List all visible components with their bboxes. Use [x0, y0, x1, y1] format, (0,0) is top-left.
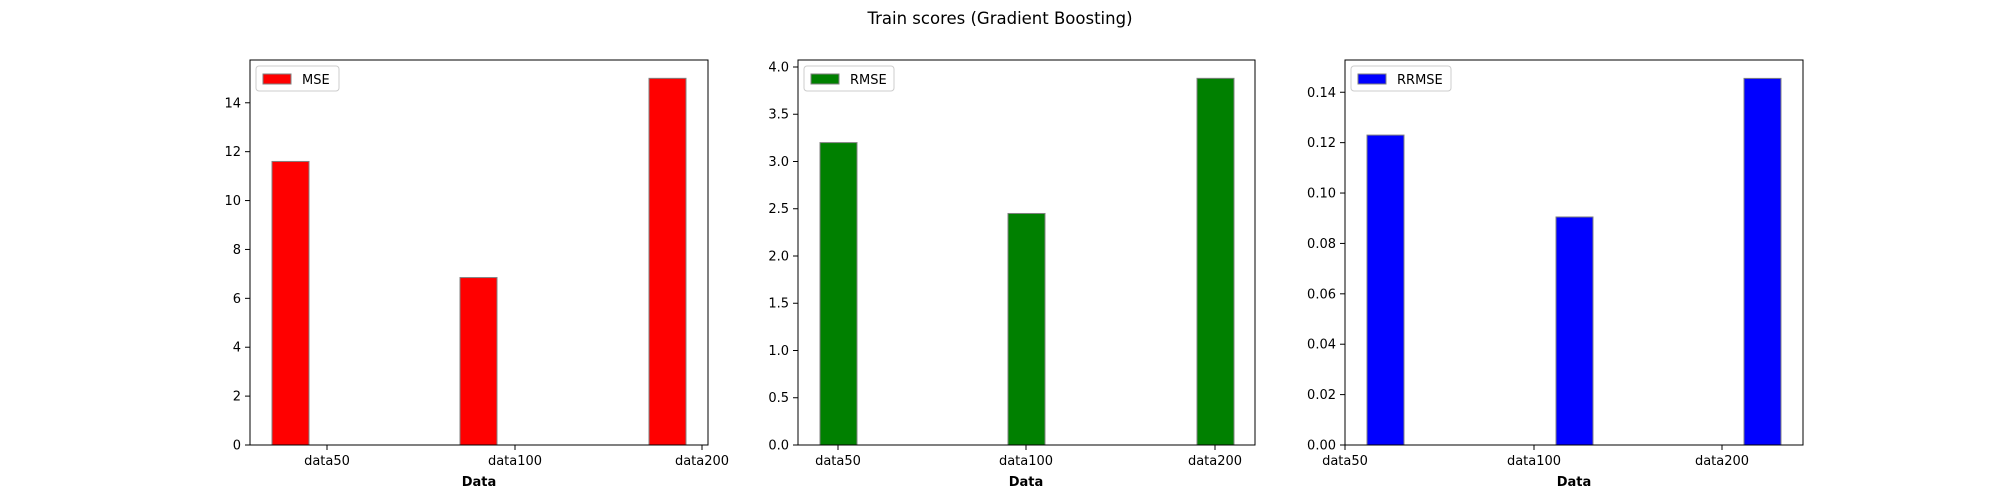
xtick-label: data200 [1188, 454, 1242, 469]
panel-rrmse-xticks: data50 data100 data200 [1322, 445, 1749, 469]
panel-rrmse-axes-frame [1344, 59, 1804, 446]
panel-rrmse-legend-swatch [1357, 73, 1387, 85]
ytick-label: 0.06 [1307, 287, 1336, 302]
panel-rrmse-legend: RRMSE [1350, 65, 1452, 92]
ytick-label: 3.5 [768, 108, 789, 123]
xtick-label: data200 [675, 454, 729, 469]
xtick-label: data50 [1322, 454, 1368, 469]
ytick-label: 0 [233, 439, 241, 454]
panel-rrmse: 0.000.020.040.060.080.100.120.14 data50 d… [1307, 59, 1804, 490]
bar-data200 [1196, 77, 1235, 446]
bar-data100 [1555, 216, 1594, 446]
ytick-label: 2.5 [768, 202, 789, 217]
ytick-label: 0.5 [768, 391, 789, 406]
panel-mse-xticks: data50 data100 data200 [304, 445, 729, 469]
panel-rrmse-bars [1366, 77, 1782, 446]
ytick-label: 12 [224, 145, 241, 160]
bar-data100 [459, 277, 498, 446]
panel-mse-legend-label: MSE [302, 73, 330, 88]
ytick-label: 8 [233, 243, 241, 258]
panel-mse: 0 2 4 6 8 10 12 14 data50 data100 data200 Data MS… [224, 59, 729, 490]
ytick-label: 0.04 [1307, 338, 1336, 353]
panel-mse-legend-frame [255, 65, 340, 92]
ytick-label: 2.0 [768, 249, 789, 264]
panel-mse-axes-frame [249, 59, 709, 446]
bar-data50 [819, 142, 858, 446]
xtick-label: data100 [999, 454, 1053, 469]
ytick-label: 6 [233, 292, 241, 307]
xtick-label: data100 [488, 454, 542, 469]
ytick-label: 4.0 [768, 60, 789, 75]
bar-data50 [1366, 134, 1405, 446]
panel-rrmse-legend-label: RRMSE [1397, 73, 1443, 88]
panel-rmse-bars [819, 77, 1235, 446]
panel-rmse-xticks: data50 data100 data200 [815, 445, 1242, 469]
figure-suptitle: Train scores (Gradient Boosting) [866, 9, 1132, 28]
bar-data50 [271, 160, 310, 446]
ytick-label: 10 [224, 194, 241, 209]
panel-rrmse-yticks: 0.00 0.02 0.04 0.06 0.08 0.10 0.12 0.14 [1307, 86, 1345, 454]
ytick-label: 3.0 [768, 155, 789, 170]
ytick-label: 14 [224, 96, 241, 111]
ytick-label: 0.02 [1307, 388, 1336, 403]
panel-rmse: 0.0 0.5 1.0 1.5 2.0 2.5 3.0 3.5 4.0 data50 data10… [768, 59, 1256, 490]
panel-rrmse-xlabel: Data [1557, 475, 1592, 490]
panel-rmse-legend-swatch [810, 73, 840, 85]
panel-mse-yticks: 0 2 4 6 8 10 12 14 [224, 96, 250, 454]
xtick-label: data100 [1507, 454, 1561, 469]
ytick-label: 0.0 [768, 439, 789, 454]
panel-rmse-legend: RMSE [803, 65, 895, 92]
panel-mse-legend: MSE [255, 65, 340, 92]
ytick-label: 2 [233, 390, 241, 405]
ytick-label: 0.00 [1307, 439, 1336, 454]
ytick-label: 1.0 [768, 344, 789, 359]
ytick-label: 0.14 [1307, 86, 1336, 101]
ytick-label: 4 [233, 341, 241, 356]
panel-rmse-yticks: 0.0 0.5 1.0 1.5 2.0 2.5 3.0 3.5 4.0 [768, 60, 798, 454]
ytick-label: 0.10 [1307, 187, 1336, 202]
ytick-label: 0.12 [1307, 136, 1336, 151]
panel-rmse-xlabel: Data [1009, 475, 1044, 490]
panel-rmse-legend-label: RMSE [850, 73, 887, 88]
panel-mse-legend-swatch [262, 73, 292, 85]
ytick-label: 0.08 [1307, 237, 1336, 252]
panel-rmse-legend-frame [803, 65, 895, 92]
bar-data200 [1743, 77, 1782, 446]
xtick-label: data200 [1695, 454, 1749, 469]
ytick-label: 1.5 [768, 297, 789, 312]
xtick-label: data50 [304, 454, 350, 469]
panel-rrmse-legend-frame [1350, 65, 1452, 92]
xtick-label: data50 [815, 454, 861, 469]
panel-mse-bars [271, 77, 687, 446]
bar-data100 [1007, 212, 1046, 446]
bar-data200 [648, 77, 687, 446]
panel-mse-xlabel: Data [462, 475, 497, 490]
